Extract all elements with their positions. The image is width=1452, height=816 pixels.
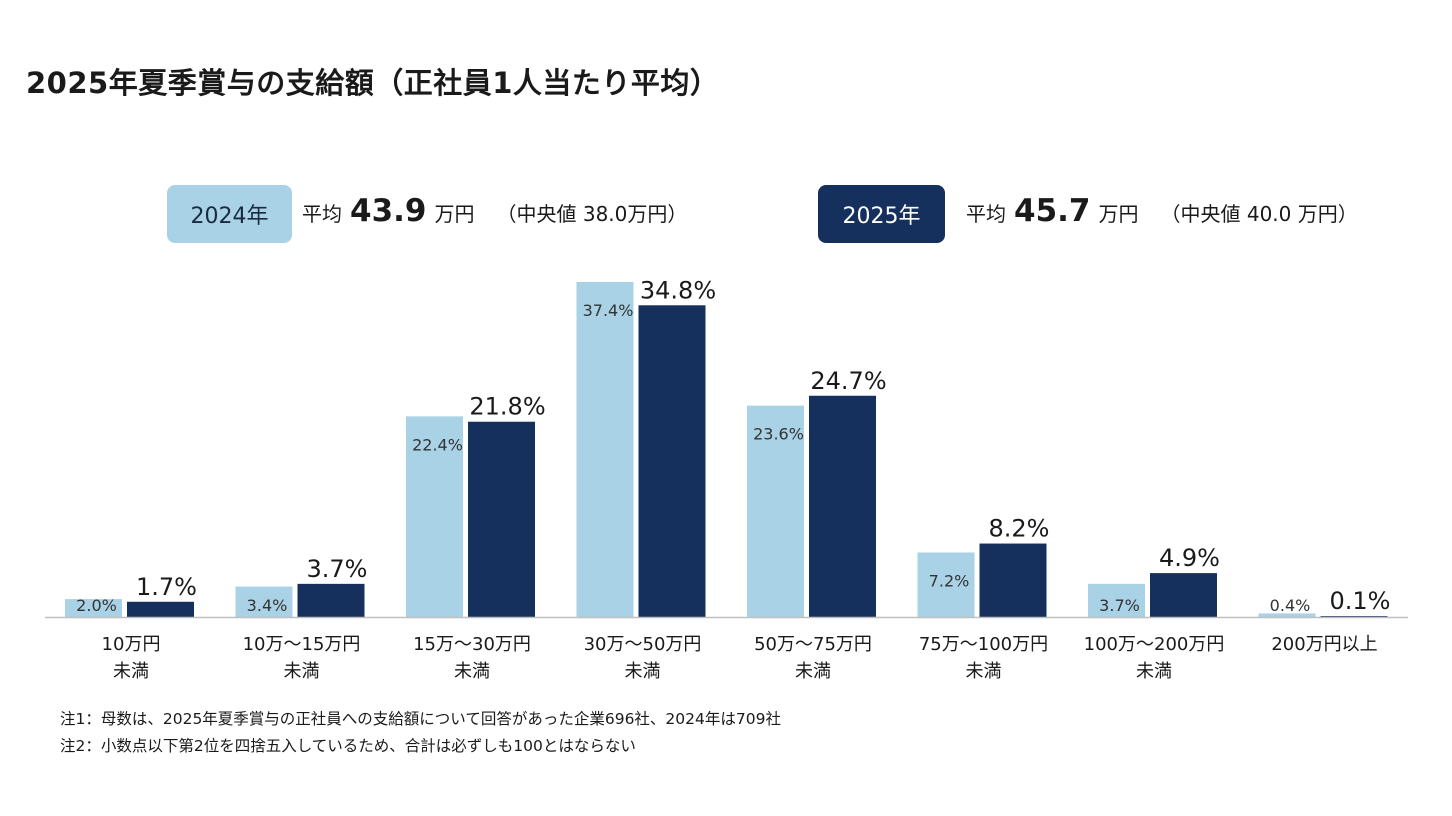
bar-2025-0 <box>127 601 194 617</box>
category-label-5-0: 75万～100万円 <box>919 634 1048 655</box>
median-2024: （中央値 38.0万円） <box>496 202 688 226</box>
data-label-2025-6: 4.9% <box>1159 544 1220 572</box>
average-label-2025: 平均 <box>966 202 1006 226</box>
average-unit-2025: 万円 <box>1098 202 1139 226</box>
footnote-1: 注1：母数は、2025年夏季賞与の正社員への支給額について回答があった企業696… <box>60 710 781 728</box>
category-label-2-0: 15万～30万円 <box>413 634 531 655</box>
legend-badge-2024: 2024年 <box>167 185 292 243</box>
data-label-2025-5: 8.2% <box>989 515 1050 543</box>
legend-average-2024: 平均 43.9 万円 （中央値 38.0万円） <box>302 193 687 229</box>
average-unit-2024: 万円 <box>434 202 475 226</box>
bar-2024-1 <box>235 586 293 617</box>
data-label-2024-3: 37.4% <box>583 301 634 320</box>
legend-average-2025: 平均 45.7 万円 （中央値 40.0 万円） <box>966 193 1358 229</box>
data-label-2025-2: 21.8% <box>469 393 545 421</box>
bar-2024-2 <box>406 416 463 617</box>
data-label-2025-4: 24.7% <box>810 367 886 395</box>
legend-badge-2025: 2025年 <box>818 185 945 243</box>
bar-2024-6 <box>1088 583 1145 617</box>
category-label-4-1: 未満 <box>795 661 831 682</box>
category-label-0-1: 未満 <box>113 661 149 682</box>
category-label-2-1: 未満 <box>454 661 490 682</box>
bar-2024-4 <box>747 405 804 617</box>
bar-chart: 2.0%1.7%10万円未満3.4%3.7%10万～15万円未満22.4%21.… <box>45 276 1408 682</box>
bar-2025-6 <box>1150 573 1217 617</box>
bar-2025-3 <box>638 305 706 617</box>
data-label-2025-7: 0.1% <box>1330 587 1391 615</box>
data-label-2024-7: 0.4% <box>1270 596 1311 615</box>
bar-2024-3 <box>576 282 634 617</box>
average-value-2025: 45.7 <box>1014 193 1091 229</box>
data-label-2024-4: 23.6% <box>753 425 804 444</box>
category-label-4-0: 50万～75万円 <box>754 634 872 655</box>
average-value-2024: 43.9 <box>350 193 427 229</box>
category-label-0-0: 10万円 <box>102 634 161 655</box>
bar-2025-4 <box>809 395 876 617</box>
data-label-2025-3: 34.8% <box>640 276 716 304</box>
bar-2024-0 <box>65 599 122 617</box>
bar-2025-7 <box>1320 616 1388 617</box>
data-label-2024-5: 7.2% <box>929 572 970 591</box>
data-label-2024-2: 22.4% <box>412 435 463 454</box>
data-label-2025-1: 3.7% <box>307 555 368 583</box>
bar-2025-2 <box>468 421 535 617</box>
category-label-6-0: 100万～200万円 <box>1084 634 1225 655</box>
category-label-7-0: 200万円以上 <box>1271 634 1377 655</box>
category-label-1-0: 10万～15万円 <box>243 634 361 655</box>
data-label-2024-0: 2.0% <box>76 596 117 615</box>
category-label-3-1: 未満 <box>625 661 661 682</box>
average-label-2024: 平均 <box>302 202 342 226</box>
data-label-2024-1: 3.4% <box>247 596 288 615</box>
data-label-2024-6: 3.7% <box>1099 596 1140 615</box>
median-2025: （中央値 40.0 万円） <box>1160 202 1358 226</box>
bar-2025-1 <box>297 583 365 617</box>
category-label-5-1: 未満 <box>966 661 1002 682</box>
category-label-3-0: 30万～50万円 <box>584 634 702 655</box>
bar-2025-5 <box>979 543 1047 617</box>
bar-2024-7 <box>1258 613 1316 617</box>
data-label-2025-0: 1.7% <box>136 573 197 601</box>
footnote-2: 注2：小数点以下第2位を四捨五入しているため、合計は必ずしも100とはならない <box>60 737 636 755</box>
chart-title: 2025年夏季賞与の支給額（正社員1人当たり平均） <box>26 66 720 100</box>
category-label-6-1: 未満 <box>1136 661 1172 682</box>
bar-2024-5 <box>917 552 975 617</box>
category-label-1-1: 未満 <box>284 661 320 682</box>
